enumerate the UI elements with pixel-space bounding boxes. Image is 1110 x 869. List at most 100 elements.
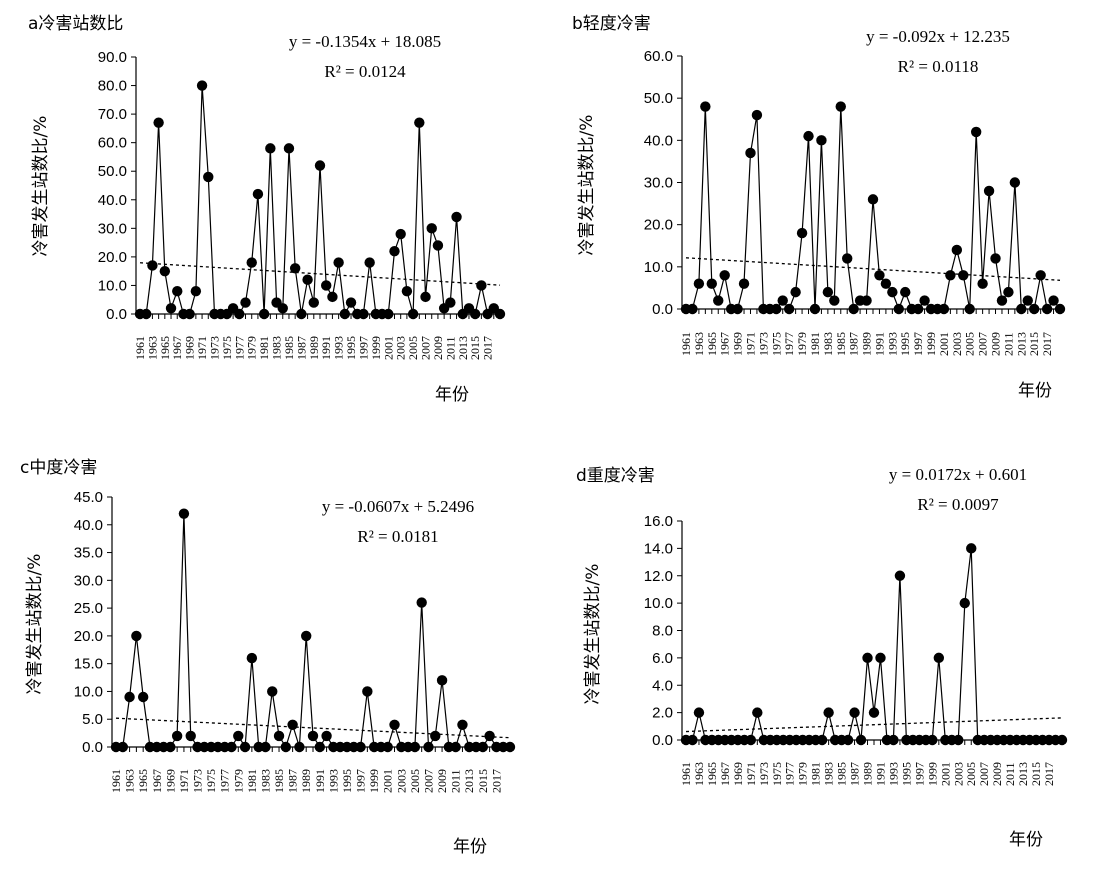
x-tick-label: 1995	[899, 762, 913, 786]
r-squared: R² = 0.0118	[898, 57, 979, 76]
data-point	[260, 741, 271, 753]
y-tick-label: 4.0	[652, 677, 673, 694]
chart-panel-b: b轻度冷害 0.0 10.0 20.0 30.0 40.0 50.0 60.0 19611963…	[572, 14, 1066, 401]
data-point	[849, 707, 860, 718]
data-point	[159, 265, 171, 277]
x-tick-label: 1983	[822, 762, 836, 786]
data-point	[426, 223, 437, 234]
y-tick-label: 20.0	[74, 628, 103, 645]
y-tick-label: 50.0	[644, 90, 673, 107]
y-tick-label: 10.0	[644, 595, 673, 612]
x-tick-label: 1993	[332, 336, 346, 360]
data-point	[912, 303, 924, 315]
trend-equation: y = -0.0607x + 5.2496	[322, 497, 474, 516]
data-point	[477, 741, 489, 753]
data-point	[919, 295, 930, 306]
data-point	[382, 741, 393, 753]
data-point	[996, 295, 1008, 306]
data-point	[165, 303, 177, 314]
x-tick-label: 1989	[861, 762, 875, 786]
panel-title: b轻度冷害	[572, 14, 651, 34]
data-point	[687, 303, 698, 315]
x-tick-label: 1997	[912, 762, 926, 786]
x-tick-label: 2003	[950, 332, 964, 356]
data-point	[389, 719, 400, 730]
data-point	[258, 308, 270, 320]
x-tick-label: 1977	[783, 762, 797, 786]
y-tick-label: 16.0	[644, 513, 673, 530]
x-tick-label: 1971	[743, 332, 757, 356]
data-point	[436, 675, 448, 686]
x-tick-label: 2005	[408, 769, 422, 793]
data-point	[1009, 177, 1021, 188]
x-tick-label: 2011	[449, 769, 463, 793]
data-point	[389, 245, 400, 257]
data-point	[190, 285, 202, 297]
data-point	[958, 270, 969, 281]
x-tick-label: 1961	[133, 336, 147, 360]
x-tick-label: 1983	[258, 769, 272, 793]
data-point	[184, 308, 195, 320]
x-tick-label: 1979	[231, 769, 245, 793]
x-tick-label: 1977	[782, 332, 796, 356]
x-tick-label: 2007	[419, 336, 433, 360]
data-point	[738, 278, 750, 289]
data-point	[302, 274, 313, 285]
data-point	[171, 730, 183, 742]
data-point	[745, 734, 757, 746]
trend-line	[685, 717, 1063, 733]
data-point	[327, 291, 338, 303]
x-tick-label: 1969	[183, 336, 197, 360]
panel-title: a冷害站数比	[28, 14, 123, 34]
y-tick-label: 40.0	[74, 517, 103, 534]
y-tick-label: 90.0	[98, 49, 127, 66]
data-point	[314, 741, 325, 753]
data-point	[277, 303, 288, 314]
y-tick-label: 0.0	[82, 739, 103, 756]
data-point	[240, 297, 251, 308]
data-point	[927, 734, 938, 746]
x-tick-label: 1997	[356, 336, 370, 360]
data-point	[790, 286, 801, 298]
data-point	[1003, 286, 1014, 298]
x-tick-label: 2003	[394, 336, 408, 360]
x-tick-label: 1963	[123, 769, 137, 793]
data-point	[983, 185, 995, 197]
data-point	[1035, 270, 1046, 281]
x-tick-label: 1979	[795, 332, 809, 356]
x-tick-label: 1983	[821, 332, 835, 356]
x-tick-label: 1995	[898, 332, 912, 356]
x-tick-label: 1973	[207, 336, 221, 360]
data-point	[362, 686, 373, 697]
y-tick-label: 30.0	[74, 572, 103, 589]
x-tick-label: 1963	[692, 332, 706, 356]
data-point	[842, 734, 854, 746]
data-point	[732, 303, 743, 315]
data-point	[364, 257, 375, 268]
x-tick-label: 2009	[990, 762, 1004, 786]
data-point	[283, 143, 295, 154]
series-line	[140, 85, 501, 316]
series-line	[686, 106, 1061, 311]
x-axis-label: 年份	[1009, 830, 1043, 850]
data-point	[430, 730, 441, 742]
x-tick-label: 2007	[977, 762, 991, 786]
data-point	[938, 303, 950, 315]
data-point	[265, 143, 276, 154]
data-point	[888, 734, 899, 746]
x-tick-label: 1981	[257, 336, 271, 360]
data-point	[450, 741, 461, 753]
data-point	[445, 297, 456, 308]
data-point	[1054, 303, 1066, 315]
data-point	[339, 308, 351, 320]
x-tick-label: 1985	[282, 336, 296, 360]
data-point	[1029, 303, 1040, 315]
data-point	[803, 130, 814, 142]
data-point	[469, 308, 481, 320]
data-point	[751, 109, 763, 121]
x-tick-label: 1977	[232, 336, 246, 360]
x-tick-label: 1961	[679, 762, 693, 786]
data-point	[226, 741, 237, 753]
x-tick-label: 1965	[705, 332, 719, 356]
